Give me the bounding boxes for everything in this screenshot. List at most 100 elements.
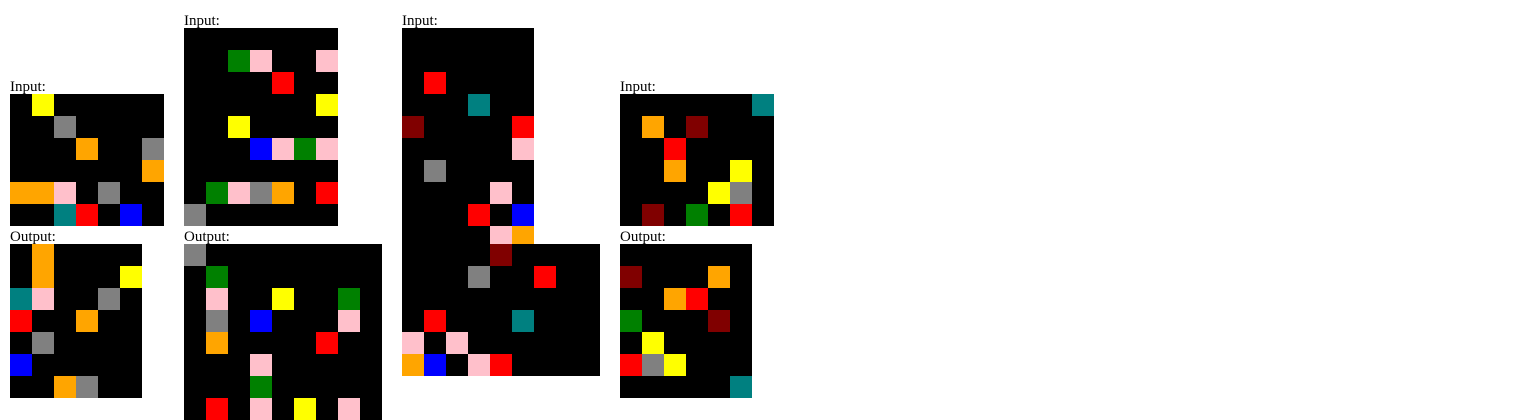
grid-cell [730,160,752,182]
grid-cell [272,398,294,420]
grid-cell [490,50,512,72]
grid-cell [98,244,120,266]
grid-cell [468,266,490,288]
grid-cell [468,50,490,72]
grid-cell [752,94,774,116]
grid-cell [32,94,54,116]
grid-cell [730,94,752,116]
grid-cell [578,288,600,310]
grid-cell [32,354,54,376]
grid-cell [32,266,54,288]
grid-cell [250,182,272,204]
grid-cell [446,94,468,116]
grid-cell [468,116,490,138]
grid-cell [316,182,338,204]
grid-cell [402,116,424,138]
grid-cell [490,72,512,94]
grid-cell [250,332,272,354]
grid-cell [664,354,686,376]
grid-cell [642,376,664,398]
input-grid-2 [184,28,338,226]
grid-cell [120,332,142,354]
grid-cell [402,310,424,332]
grid-cell [402,204,424,226]
grid-cell [294,376,316,398]
grid-cell [468,28,490,50]
grid-cell [54,182,76,204]
grid-cell [730,244,752,266]
grid-cell [620,138,642,160]
grid-cell [708,94,730,116]
grid-cell [446,116,468,138]
grid-cell [708,138,730,160]
grid-cell [708,266,730,288]
grid-cell [578,244,600,266]
grid-cell [54,288,76,310]
grid-cell [228,94,250,116]
grid-cell [620,116,642,138]
grid-cell [338,244,360,266]
grid-cell [446,226,468,248]
grid-cell [184,204,206,226]
grid-cell [730,204,752,226]
grid-cell [32,244,54,266]
grid-cell [402,160,424,182]
grid-cell [316,116,338,138]
grid-cell [468,204,490,226]
grid-cell [490,310,512,332]
grid-cell [272,332,294,354]
grid-cell [294,94,316,116]
grid-cell [54,160,76,182]
grid-cell [54,204,76,226]
grid-cell [98,376,120,398]
grid-cell [642,204,664,226]
grid-cell [206,332,228,354]
grid-cell [620,160,642,182]
grid-cell [184,182,206,204]
grid-cell [272,310,294,332]
grid-cell [76,116,98,138]
grid-cell [120,204,142,226]
grid-cell [620,332,642,354]
grid-cell [730,182,752,204]
grid-cell [752,182,774,204]
grid-cell [512,94,534,116]
grid-cell [512,332,534,354]
grid-cell [32,310,54,332]
grid-cell [206,266,228,288]
grid-cell [206,94,228,116]
grid-cell [32,182,54,204]
grid-cell [250,310,272,332]
grid-cell [316,138,338,160]
grid-cell [294,28,316,50]
input-grid-4 [620,94,774,226]
grid-cell [360,310,382,332]
grid-cell [228,116,250,138]
grid-cell [446,332,468,354]
grid-cell [272,94,294,116]
grid-cell [316,50,338,72]
grid-cell [142,204,164,226]
input-label-2: Input: [184,13,220,29]
grid-cell [228,310,250,332]
grid-cell [76,376,98,398]
grid-cell [32,116,54,138]
grid-cell [338,354,360,376]
grid-cell [294,182,316,204]
grid-cell [490,226,512,248]
grid-cell [206,116,228,138]
grid-cell [686,376,708,398]
grid-cell [206,354,228,376]
grid-cell [578,354,600,376]
grid-cell [360,354,382,376]
grid-cell [32,204,54,226]
grid-cell [184,398,206,420]
grid-cell [686,332,708,354]
grid-cell [360,244,382,266]
grid-cell [76,310,98,332]
output-grid-2 [184,244,382,420]
grid-cell [272,244,294,266]
grid-cell [184,160,206,182]
grid-cell [620,204,642,226]
grid-cell [402,94,424,116]
